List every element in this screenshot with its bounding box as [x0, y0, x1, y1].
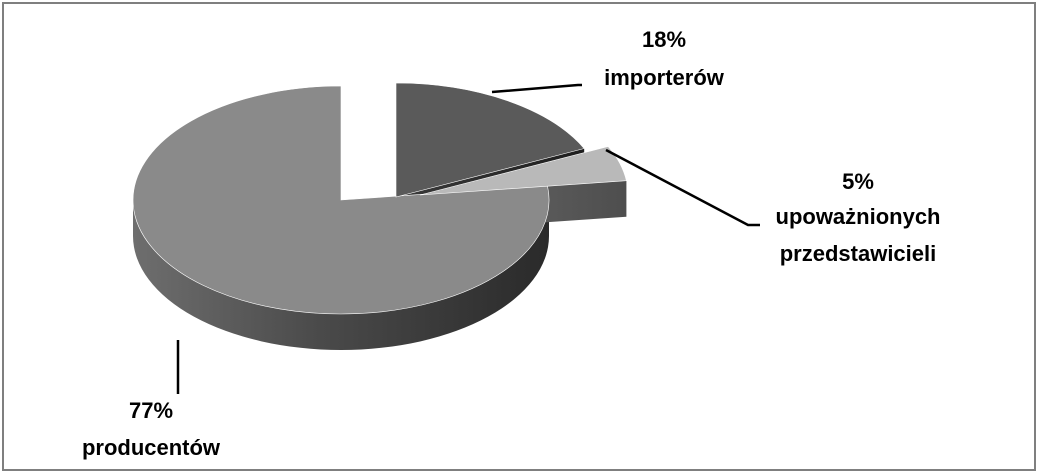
leader-line-importerzy: [491, 83, 582, 94]
leader-line-upowaznieni: [605, 148, 760, 227]
data-label-category-producenci: producentów: [82, 435, 221, 460]
data-label-percent-producenci: 77%: [129, 398, 173, 423]
data-label-percent-importerzy: 18%: [642, 27, 686, 52]
pie-slice-importerzy: [395, 82, 585, 198]
pie-slice-side-producenci: [133, 200, 549, 350]
pie-slice-producenci: [132, 85, 550, 315]
data-label-percent-upowaznieni: 5%: [842, 169, 874, 194]
data-label-category-upowaznieni-line2: przedstawicieli: [780, 241, 937, 266]
data-label-category-upowaznieni-line1: upoważnionych: [776, 204, 941, 229]
pie-slice-upowaznieni: [419, 146, 627, 196]
data-label-category-importerzy: importerów: [604, 65, 725, 90]
